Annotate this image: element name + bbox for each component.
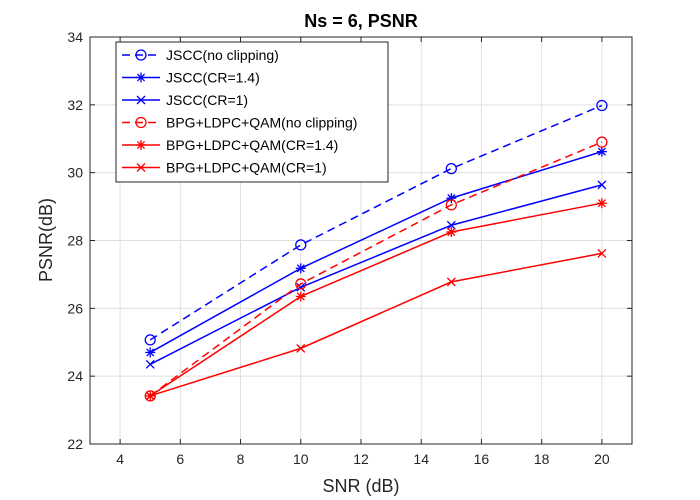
x-marker-stroke	[136, 163, 146, 172]
series-line	[149, 252, 603, 397]
x-marker	[597, 248, 607, 258]
legend-box	[115, 41, 389, 183]
asterisk-marker-stroke	[296, 264, 305, 273]
x-marker-stroke	[597, 248, 607, 258]
y-axis-title: PSNR(dB)	[36, 198, 56, 282]
x-marker	[145, 391, 155, 401]
circle-marker	[295, 239, 307, 251]
x-marker-stroke	[145, 359, 155, 369]
asterisk-marker-stroke	[597, 147, 606, 156]
x-tick-label: 12	[353, 451, 369, 467]
legend-label: BPG+LDPC+QAM(CR=1.4)	[166, 137, 338, 153]
legend-entry: BPG+LDPC+QAM(CR=1)	[122, 160, 327, 176]
asterisk-marker-stroke	[296, 292, 305, 301]
x-marker-stroke	[136, 95, 146, 105]
legend-entry: JSCC(CR=1.4)	[122, 70, 260, 86]
x-marker	[136, 95, 146, 105]
y-tick-label: 32	[67, 97, 83, 113]
x-marker	[296, 282, 306, 292]
series-line	[149, 184, 603, 365]
x-marker-stroke	[446, 277, 456, 287]
y-tick-label: 22	[67, 436, 83, 452]
x-tick-label: 6	[176, 451, 184, 467]
asterisk-marker	[295, 291, 306, 302]
series-line	[149, 202, 603, 397]
asterisk-marker	[446, 227, 457, 238]
circle-marker	[445, 199, 457, 211]
circle-marker	[144, 334, 156, 346]
asterisk-marker	[136, 140, 146, 150]
asterisk-marker-stroke	[447, 227, 456, 237]
x-tick-label: 4	[116, 451, 124, 467]
asterisk-marker-stroke	[136, 140, 146, 150]
asterisk-marker	[136, 72, 146, 83]
x-marker	[597, 180, 607, 190]
x-marker-stroke	[597, 180, 607, 190]
x-marker-stroke	[145, 391, 155, 401]
series-6	[145, 248, 607, 401]
series-line	[149, 104, 603, 341]
circle-marker	[596, 99, 608, 112]
circle-marker	[445, 162, 457, 175]
circle-marker	[596, 136, 608, 148]
legend-label: JSCC(no clipping)	[166, 47, 279, 63]
series-layer	[144, 99, 608, 402]
legend-label: JSCC(CR=1)	[166, 92, 248, 108]
x-marker-stroke	[446, 220, 456, 230]
y-tick-label: 26	[67, 300, 83, 316]
x-marker	[296, 343, 306, 353]
asterisk-marker-stroke	[146, 348, 155, 357]
circle-marker	[135, 116, 147, 129]
x-marker	[136, 163, 146, 172]
x-tick-label: 8	[237, 451, 245, 467]
legend-entry: BPG+LDPC+QAM(no clipping)	[122, 115, 357, 131]
series-line	[149, 141, 603, 397]
legend-label: BPG+LDPC+QAM(CR=1)	[166, 160, 327, 176]
asterisk-marker	[145, 347, 156, 358]
series-3	[145, 180, 607, 369]
series-1	[144, 99, 608, 346]
legend-entry: BPG+LDPC+QAM(CR=1.4)	[122, 137, 338, 153]
asterisk-marker-stroke	[597, 199, 606, 208]
x-marker-stroke	[296, 343, 306, 353]
x-tick-label: 10	[293, 451, 309, 467]
legend-entry: JSCC(CR=1)	[122, 92, 248, 108]
x-tick-label: 16	[474, 451, 490, 467]
ticks: 4 6 8 10 12 14 16 18 20 22 24 26 28 30 32 34	[67, 29, 632, 467]
y-tick-label: 34	[67, 29, 83, 45]
series-2	[145, 146, 607, 358]
asterisk-marker	[596, 146, 607, 157]
circle-marker	[135, 49, 147, 61]
legend: JSCC(no clipping) JSCC(CR=1.4) JSCC(CR=1) B…	[115, 41, 389, 183]
x-axis-title: SNR (dB)	[322, 476, 399, 496]
x-marker	[446, 277, 456, 287]
circle-marker	[295, 278, 307, 290]
x-tick-label: 14	[413, 451, 429, 467]
chart-title: Ns = 6, PSNR	[304, 11, 418, 31]
y-tick-label: 30	[67, 165, 83, 181]
y-tick-label: 24	[67, 368, 83, 384]
asterisk-marker-stroke	[136, 73, 146, 82]
series-line	[149, 150, 603, 354]
x-tick-label: 18	[534, 451, 550, 467]
x-marker-stroke	[296, 282, 306, 292]
x-marker	[145, 359, 155, 369]
x-marker	[446, 220, 456, 230]
legend-label: BPG+LDPC+QAM(no clipping)	[166, 115, 357, 131]
y-tick-label: 28	[67, 233, 83, 249]
asterisk-marker	[295, 263, 306, 274]
legend-label: JSCC(CR=1.4)	[166, 70, 260, 86]
asterisk-marker	[596, 198, 607, 209]
legend-entry: JSCC(no clipping)	[122, 47, 279, 63]
x-tick-label: 20	[594, 451, 610, 467]
